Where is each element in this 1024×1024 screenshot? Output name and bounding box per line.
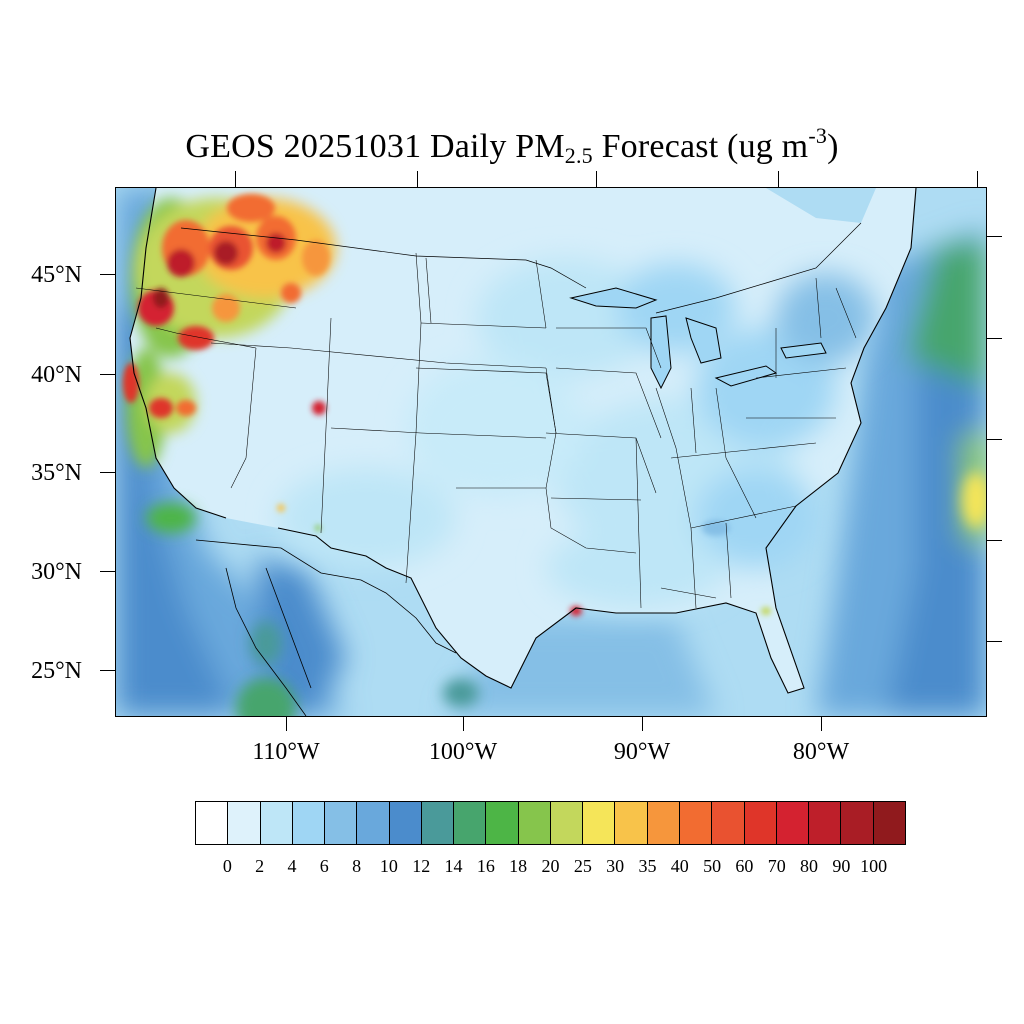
colorbar-swatch — [647, 802, 680, 844]
colorbar-swatch — [873, 802, 905, 844]
right-tick-3 — [987, 439, 1002, 440]
colorbar-label: 0 — [222, 856, 232, 876]
colorbar-label: 30 — [606, 856, 625, 876]
title-suffix: ) — [827, 128, 839, 165]
colorbar-label: 80 — [800, 856, 819, 876]
lon-label-80w: 80°W — [792, 739, 850, 765]
title-superscript: -3 — [808, 123, 828, 148]
right-tick-5 — [987, 641, 1002, 642]
pm25-map — [115, 187, 987, 717]
colorbar-swatch — [615, 802, 648, 844]
colorbar-label: 70 — [767, 856, 786, 876]
lon-tick-110w — [286, 717, 287, 731]
baja-coast — [225, 567, 312, 716]
right-tick-4 — [987, 540, 1002, 541]
mexico-border — [195, 539, 457, 654]
top-tick-3 — [596, 171, 597, 187]
colorbar-swatch — [583, 802, 616, 844]
lon-label-100w: 100°W — [428, 739, 498, 765]
colorbar-swatch — [809, 802, 842, 844]
colorbar-label: 35 — [638, 856, 657, 876]
colorbar-label: 60 — [735, 856, 754, 876]
lat-label-30n: 30°N — [31, 559, 82, 585]
colorbar-label: 40 — [670, 856, 689, 876]
colorbar-label: 18 — [509, 856, 528, 876]
colorbar-label: 14 — [444, 856, 463, 876]
colorbar-swatch — [518, 802, 551, 844]
lat-tick-35n — [100, 472, 115, 473]
title-prefix: GEOS 20251031 Daily PM — [185, 128, 565, 165]
lat-label-45n: 45°N — [31, 262, 82, 288]
colorbar-swatch — [421, 802, 455, 844]
lat-tick-45n — [100, 274, 115, 275]
colorbar-label: 25 — [573, 856, 592, 876]
colorbar-swatch — [325, 802, 358, 844]
colorbar-label: 4 — [287, 856, 297, 876]
lon-label-110w: 110°W — [252, 739, 320, 765]
lat-tick-40n — [100, 374, 115, 375]
colorbar-label: 50 — [703, 856, 722, 876]
colorbar-label: 16 — [476, 856, 495, 876]
pm25-map-canvas — [116, 188, 986, 716]
top-tick-2 — [417, 171, 418, 187]
colorbar-label: 100 — [860, 856, 888, 876]
lon-tick-100w — [463, 717, 464, 731]
colorbar-swatch — [486, 802, 519, 844]
right-tick-2 — [987, 338, 1002, 339]
colorbar-labels: 0 2 4 6 8 10 12 14 16 18 20 25 30 35 40 50 60 70 80 90 100 — [195, 855, 906, 879]
right-tick-1 — [987, 236, 1002, 237]
colorbar-swatch — [776, 802, 810, 844]
colorbar-swatch — [550, 802, 584, 844]
lon-label-90w: 90°W — [613, 739, 671, 765]
colorbar-label: 90 — [832, 856, 851, 876]
state-boundaries — [135, 252, 857, 609]
colorbar-swatch — [389, 802, 422, 844]
lon-tick-80w — [821, 717, 822, 731]
ocean-highlights — [250, 472, 986, 707]
colorbar-label: 10 — [379, 856, 398, 876]
colorbar-swatch — [712, 802, 745, 844]
lon-tick-90w — [642, 717, 643, 731]
great-lakes — [569, 287, 827, 390]
colorbar-label: 6 — [319, 856, 329, 876]
colorbar-swatch — [357, 802, 390, 844]
colorbar-swatch — [454, 802, 487, 844]
lat-label-40n: 40°N — [31, 362, 82, 388]
lat-tick-25n — [100, 670, 115, 671]
lat-label-25n: 25°N — [31, 658, 82, 684]
colorbar-swatch — [292, 802, 326, 844]
colorbar-legend — [195, 801, 906, 845]
colorbar-swatch — [841, 802, 874, 844]
map-title: GEOS 20251031 Daily PM2.5 Forecast (ug m… — [0, 112, 1024, 180]
coastline — [129, 188, 917, 694]
colorbar-label: 8 — [352, 856, 362, 876]
colorbar-swatch — [744, 802, 777, 844]
colorbar-swatch — [260, 802, 293, 844]
colorbar-label: 12 — [412, 856, 431, 876]
lat-tick-30n — [100, 571, 115, 572]
colorbar-swatch — [228, 802, 261, 844]
colorbar-label: 20 — [541, 856, 560, 876]
top-tick-5 — [977, 171, 978, 187]
title-middle: Forecast (ug m — [592, 128, 809, 165]
canada-border — [180, 222, 862, 314]
colorbar-swatch — [196, 802, 229, 844]
top-tick-1 — [235, 171, 236, 187]
title-subscript: 2.5 — [564, 143, 593, 168]
colorbar-label: 2 — [255, 856, 265, 876]
lat-label-35n: 35°N — [31, 460, 82, 486]
top-tick-4 — [778, 171, 779, 187]
smoke-hotspots — [123, 194, 771, 616]
colorbar-swatch — [679, 802, 713, 844]
